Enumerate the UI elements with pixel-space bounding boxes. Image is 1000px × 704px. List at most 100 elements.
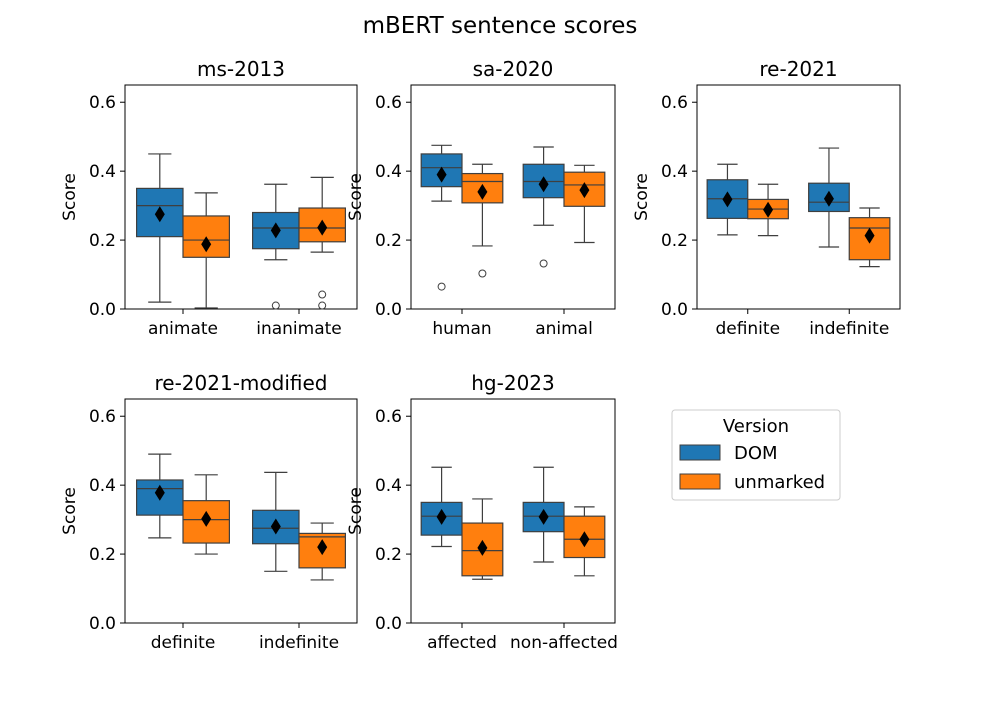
panel-title: ms-2013 xyxy=(197,57,285,81)
mean-marker xyxy=(436,166,447,183)
outlier-point xyxy=(478,269,487,278)
mean-marker xyxy=(864,227,875,244)
box-unmarked-non-affected xyxy=(563,506,606,577)
panel-title: re-2021 xyxy=(759,57,837,81)
outlier-point xyxy=(539,259,548,268)
y-axis-label: Score xyxy=(346,173,366,221)
y-axis-label: Score xyxy=(632,173,652,221)
outlier-point xyxy=(437,282,446,291)
box-DOM-human xyxy=(420,144,463,291)
panel-title: hg-2023 xyxy=(471,371,555,395)
mean-marker xyxy=(538,176,549,193)
mean-marker xyxy=(317,219,328,236)
mean-marker xyxy=(154,206,165,223)
y-tick-label: 0.6 xyxy=(89,407,116,427)
panel-sa-2020: sa-2020 0.0 0.2 0.4 0.6 Score human animal xyxy=(346,57,616,339)
y-tick-label: 0.6 xyxy=(89,93,116,113)
legend-swatch-dom xyxy=(679,444,721,461)
mean-marker xyxy=(201,510,212,527)
box-body xyxy=(563,171,606,207)
x-tick-label: indefinite xyxy=(259,633,339,653)
mean-marker xyxy=(722,191,733,208)
y-tick-label: 0.4 xyxy=(375,162,402,182)
mean-marker xyxy=(436,508,447,525)
mean-marker xyxy=(270,222,281,239)
outlier-point xyxy=(271,301,280,310)
y-tick-label: 0.4 xyxy=(89,162,116,182)
box-DOM-affected xyxy=(420,466,463,548)
box-DOM-non-affected xyxy=(522,466,565,563)
mean-marker xyxy=(154,484,165,501)
y-tick-label: 0.2 xyxy=(375,545,402,565)
legend-label-unmarked: unmarked xyxy=(734,472,825,493)
y-axis-label: Score xyxy=(60,173,80,221)
panels: ms-2013 0.0 0.2 0.4 0.6 Score animate inanimate… xyxy=(60,57,901,653)
y-tick-label: 0.6 xyxy=(661,93,688,113)
panel-re-2021: re-2021 0.0 0.2 0.4 0.6 Score definite indefini… xyxy=(632,57,901,339)
y-tick-label: 0.2 xyxy=(375,231,402,251)
box-DOM-definite xyxy=(706,163,749,236)
box-DOM-definite xyxy=(136,453,184,539)
y-tick-label: 0.6 xyxy=(375,407,402,427)
box-unmarked-human xyxy=(461,163,504,278)
mean-marker xyxy=(317,539,328,556)
mean-marker xyxy=(579,531,590,548)
mean-marker xyxy=(201,236,212,253)
panel-title: re-2021-modified xyxy=(155,371,328,395)
mean-marker xyxy=(538,508,549,525)
mean-marker xyxy=(823,190,834,207)
x-tick-label: animate xyxy=(148,319,218,339)
y-tick-label: 0.2 xyxy=(89,231,116,251)
mean-marker xyxy=(477,539,488,556)
x-tick-label: definite xyxy=(151,633,216,653)
mean-marker xyxy=(477,183,488,200)
mean-marker xyxy=(763,201,774,218)
x-tick-label: definite xyxy=(715,319,780,339)
y-tick-label: 0.4 xyxy=(375,476,402,496)
x-tick-label: animal xyxy=(535,319,593,339)
x-tick-label: non-affected xyxy=(510,633,618,653)
box-unmarked-indefinite xyxy=(848,207,891,268)
legend-title: Version xyxy=(723,416,789,437)
x-tick-label: affected xyxy=(427,633,497,653)
y-axis-label: Score xyxy=(60,487,80,535)
box-unmarked-animal xyxy=(563,164,606,244)
x-tick-label: human xyxy=(432,319,491,339)
figure-title: mBERT sentence scores xyxy=(363,13,638,39)
panel-re-2021-modified: re-2021-modified 0.0 0.2 0.4 0.6 Score definit… xyxy=(60,371,358,653)
x-tick-label: inanimate xyxy=(256,319,342,339)
box-unmarked-inanimate xyxy=(298,176,347,310)
x-tick-label: indefinite xyxy=(809,319,889,339)
box-unmarked-definite xyxy=(182,474,231,555)
mean-marker xyxy=(270,518,281,535)
y-tick-label: 0.4 xyxy=(89,476,116,496)
y-tick-label: 0.0 xyxy=(89,300,116,320)
box-unmarked-animate xyxy=(182,192,231,309)
outlier-point xyxy=(318,290,327,299)
legend: Version DOM unmarked xyxy=(671,409,841,501)
panel-hg-2023: hg-2023 0.0 0.2 0.4 0.6 Score affected non-affe… xyxy=(346,371,618,653)
panel-ms-2013: ms-2013 0.0 0.2 0.4 0.6 Score animate inanimate xyxy=(60,57,358,339)
box-unmarked-affected xyxy=(461,498,504,580)
y-axis-label: Score xyxy=(346,487,366,535)
panel-title: sa-2020 xyxy=(473,57,554,81)
y-tick-label: 0.6 xyxy=(375,93,402,113)
y-tick-label: 0.0 xyxy=(661,300,688,320)
y-tick-label: 0.0 xyxy=(89,614,116,634)
y-tick-label: 0.4 xyxy=(661,162,688,182)
mean-marker xyxy=(579,182,590,199)
box-unmarked-indefinite xyxy=(298,522,347,581)
legend-swatch-unmarked xyxy=(679,473,721,490)
box-DOM-inanimate xyxy=(252,183,300,310)
y-tick-label: 0.2 xyxy=(89,545,116,565)
box-DOM-indefinite xyxy=(252,471,300,572)
y-tick-label: 0.0 xyxy=(375,300,402,320)
box-DOM-animate xyxy=(136,153,184,303)
box-unmarked-definite xyxy=(747,183,789,237)
box-body xyxy=(420,501,463,536)
outlier-point xyxy=(318,301,327,310)
y-tick-label: 0.0 xyxy=(375,614,402,634)
box-DOM-indefinite xyxy=(808,147,850,248)
